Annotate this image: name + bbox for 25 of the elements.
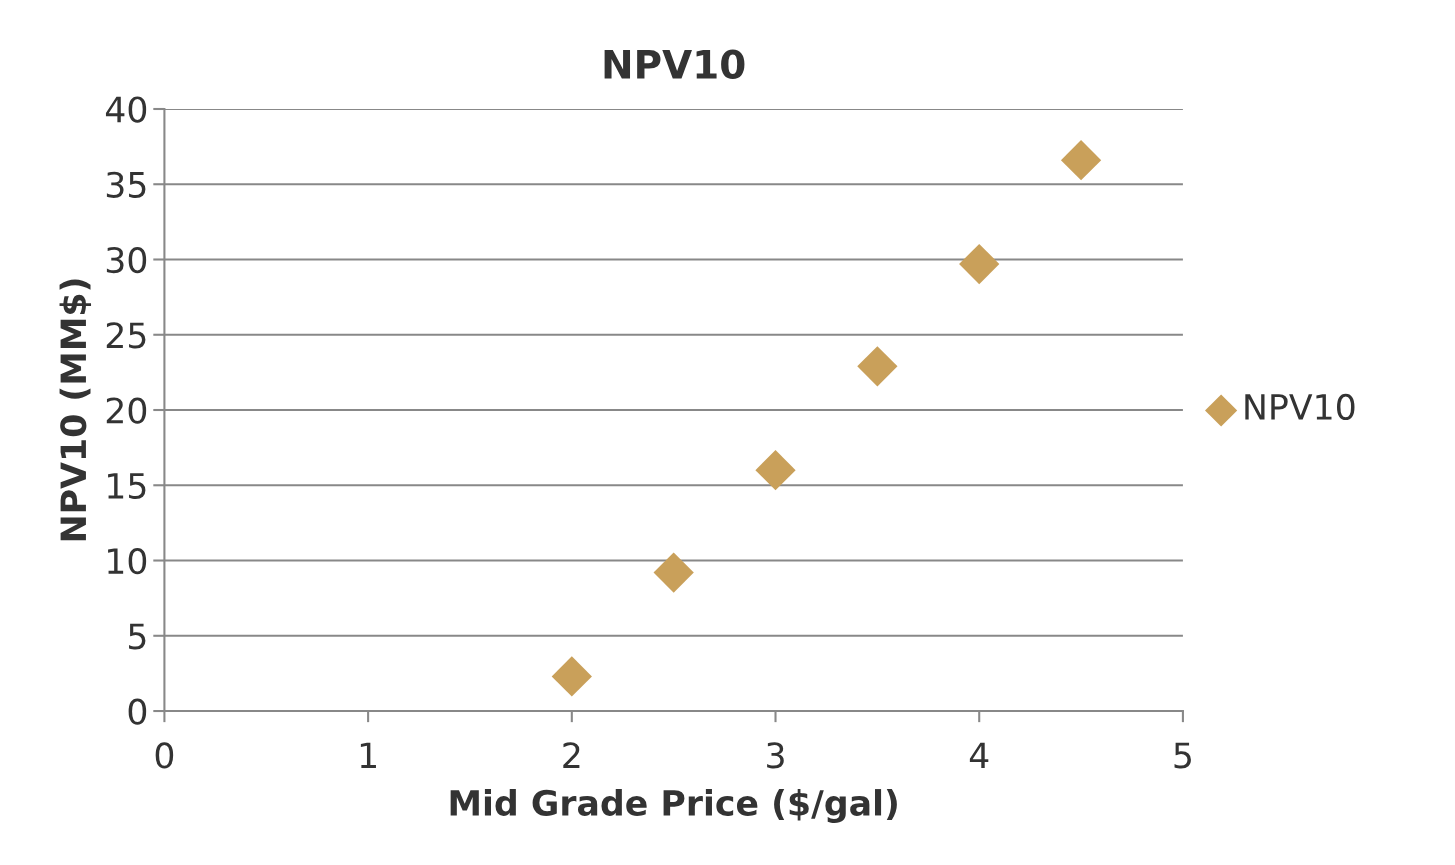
point [1060, 140, 1102, 181]
y-tick-label: 20 [106, 397, 147, 424]
y-tick-label: 40 [105, 96, 147, 123]
y-tick-label: 10 [108, 547, 147, 575]
x-tick-label: 0 [155, 742, 174, 769]
y-tick-label: 35 [106, 171, 146, 198]
x-tick-label: 1 [360, 742, 376, 768]
point [653, 552, 694, 593]
point [959, 243, 1000, 285]
point [551, 656, 592, 697]
y-tick-label: 30 [106, 246, 147, 274]
x-tick-label: 2 [563, 742, 580, 768]
legend-label: NPV10 [1245, 393, 1355, 421]
y-tick-label: 15 [108, 473, 146, 499]
y-axis-title: NPV10 (MM$) [59, 279, 92, 541]
y-tick-label: 5 [129, 623, 146, 650]
point [857, 346, 898, 387]
x-axis-title: Mid Grade Price ($/gal) [450, 789, 897, 823]
y-tick-label: 0 [128, 698, 147, 725]
chart-title: NPV10 [604, 49, 745, 79]
x-tick-label: 3 [767, 742, 784, 769]
x-tick-label: 4 [969, 742, 989, 768]
x-tick-label: 5 [1174, 742, 1191, 769]
point [755, 450, 796, 491]
y-tick-label: 25 [106, 322, 146, 349]
